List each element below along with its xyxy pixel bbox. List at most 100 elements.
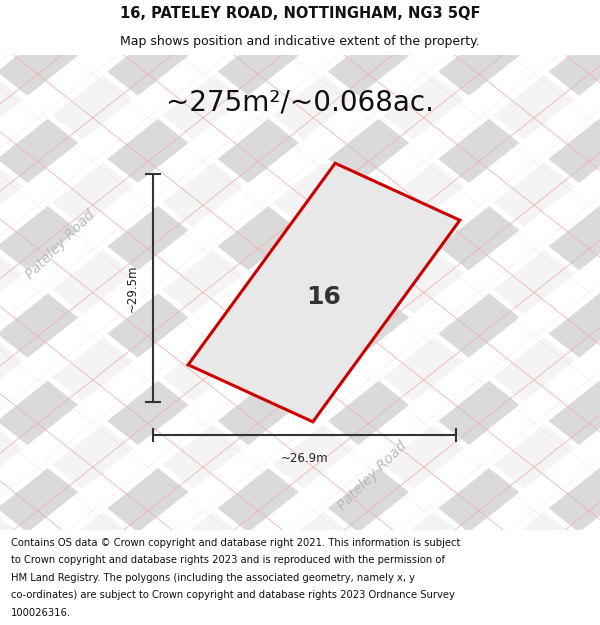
Text: ~26.9m: ~26.9m: [281, 452, 328, 465]
Polygon shape: [438, 206, 520, 271]
Polygon shape: [218, 0, 299, 8]
Polygon shape: [163, 0, 244, 52]
Polygon shape: [0, 512, 23, 576]
Polygon shape: [52, 162, 133, 227]
Polygon shape: [383, 599, 464, 625]
Text: co-ordinates) are subject to Crown copyright and database rights 2023 Ordnance S: co-ordinates) are subject to Crown copyr…: [11, 591, 455, 601]
Polygon shape: [0, 0, 78, 8]
Polygon shape: [438, 31, 520, 96]
Polygon shape: [493, 75, 575, 139]
Text: 16, PATELEY ROAD, NOTTINGHAM, NG3 5QF: 16, PATELEY ROAD, NOTTINGHAM, NG3 5QF: [120, 6, 480, 21]
Polygon shape: [0, 119, 78, 183]
Polygon shape: [163, 337, 244, 401]
Polygon shape: [328, 206, 409, 271]
Text: 16: 16: [307, 285, 341, 309]
Polygon shape: [438, 0, 520, 8]
Polygon shape: [438, 293, 520, 358]
Polygon shape: [52, 424, 133, 489]
Polygon shape: [493, 337, 575, 401]
Polygon shape: [273, 337, 354, 401]
Polygon shape: [493, 0, 575, 52]
Polygon shape: [52, 512, 133, 576]
Polygon shape: [107, 31, 188, 96]
Polygon shape: [493, 424, 575, 489]
Polygon shape: [438, 381, 520, 445]
Polygon shape: [0, 75, 23, 139]
Polygon shape: [548, 468, 600, 532]
Polygon shape: [438, 556, 520, 619]
Polygon shape: [218, 31, 299, 96]
Polygon shape: [273, 512, 354, 576]
Polygon shape: [548, 556, 600, 619]
Polygon shape: [52, 337, 133, 401]
Polygon shape: [163, 250, 244, 314]
Polygon shape: [0, 424, 23, 489]
Polygon shape: [383, 424, 464, 489]
Polygon shape: [107, 119, 188, 183]
Polygon shape: [52, 599, 133, 625]
Text: Contains OS data © Crown copyright and database right 2021. This information is : Contains OS data © Crown copyright and d…: [11, 538, 460, 548]
Polygon shape: [0, 468, 78, 532]
Polygon shape: [493, 512, 575, 576]
Polygon shape: [0, 381, 78, 445]
Text: ~275m²/~0.068ac.: ~275m²/~0.068ac.: [166, 89, 434, 116]
Polygon shape: [0, 206, 78, 271]
Polygon shape: [218, 381, 299, 445]
Polygon shape: [328, 468, 409, 532]
Polygon shape: [163, 75, 244, 139]
Polygon shape: [0, 293, 78, 358]
Text: ~29.5m: ~29.5m: [125, 264, 139, 311]
Polygon shape: [438, 119, 520, 183]
Polygon shape: [273, 424, 354, 489]
Polygon shape: [328, 119, 409, 183]
Polygon shape: [493, 250, 575, 314]
Polygon shape: [383, 512, 464, 576]
Polygon shape: [107, 556, 188, 619]
Polygon shape: [218, 206, 299, 271]
Polygon shape: [52, 250, 133, 314]
Polygon shape: [273, 75, 354, 139]
Polygon shape: [548, 206, 600, 271]
Polygon shape: [548, 119, 600, 183]
Text: HM Land Registry. The polygons (including the associated geometry, namely x, y: HM Land Registry. The polygons (includin…: [11, 572, 415, 582]
Text: Map shows position and indicative extent of the property.: Map shows position and indicative extent…: [120, 35, 480, 48]
Text: Pateley Road: Pateley Road: [335, 438, 409, 512]
Polygon shape: [548, 0, 600, 8]
Polygon shape: [218, 556, 299, 619]
Text: to Crown copyright and database rights 2023 and is reproduced with the permissio: to Crown copyright and database rights 2…: [11, 555, 445, 565]
Polygon shape: [273, 599, 354, 625]
Polygon shape: [188, 163, 460, 422]
Polygon shape: [52, 75, 133, 139]
Polygon shape: [163, 162, 244, 227]
Polygon shape: [0, 162, 23, 227]
Polygon shape: [328, 293, 409, 358]
Polygon shape: [273, 162, 354, 227]
Text: Pateley Road: Pateley Road: [23, 208, 97, 282]
Text: 100026316.: 100026316.: [11, 608, 71, 618]
Polygon shape: [493, 599, 575, 625]
Polygon shape: [218, 119, 299, 183]
Polygon shape: [0, 556, 78, 619]
Polygon shape: [163, 512, 244, 576]
Polygon shape: [383, 250, 464, 314]
Polygon shape: [548, 381, 600, 445]
Polygon shape: [52, 0, 133, 52]
Polygon shape: [163, 424, 244, 489]
Polygon shape: [273, 0, 354, 52]
Polygon shape: [273, 250, 354, 314]
Polygon shape: [328, 556, 409, 619]
Polygon shape: [548, 293, 600, 358]
Polygon shape: [0, 337, 23, 401]
Polygon shape: [548, 31, 600, 96]
Polygon shape: [383, 75, 464, 139]
Polygon shape: [163, 599, 244, 625]
Polygon shape: [0, 31, 78, 96]
Polygon shape: [0, 0, 23, 52]
Polygon shape: [0, 250, 23, 314]
Polygon shape: [383, 0, 464, 52]
Polygon shape: [218, 293, 299, 358]
Polygon shape: [383, 162, 464, 227]
Polygon shape: [218, 468, 299, 532]
Polygon shape: [107, 468, 188, 532]
Polygon shape: [107, 381, 188, 445]
